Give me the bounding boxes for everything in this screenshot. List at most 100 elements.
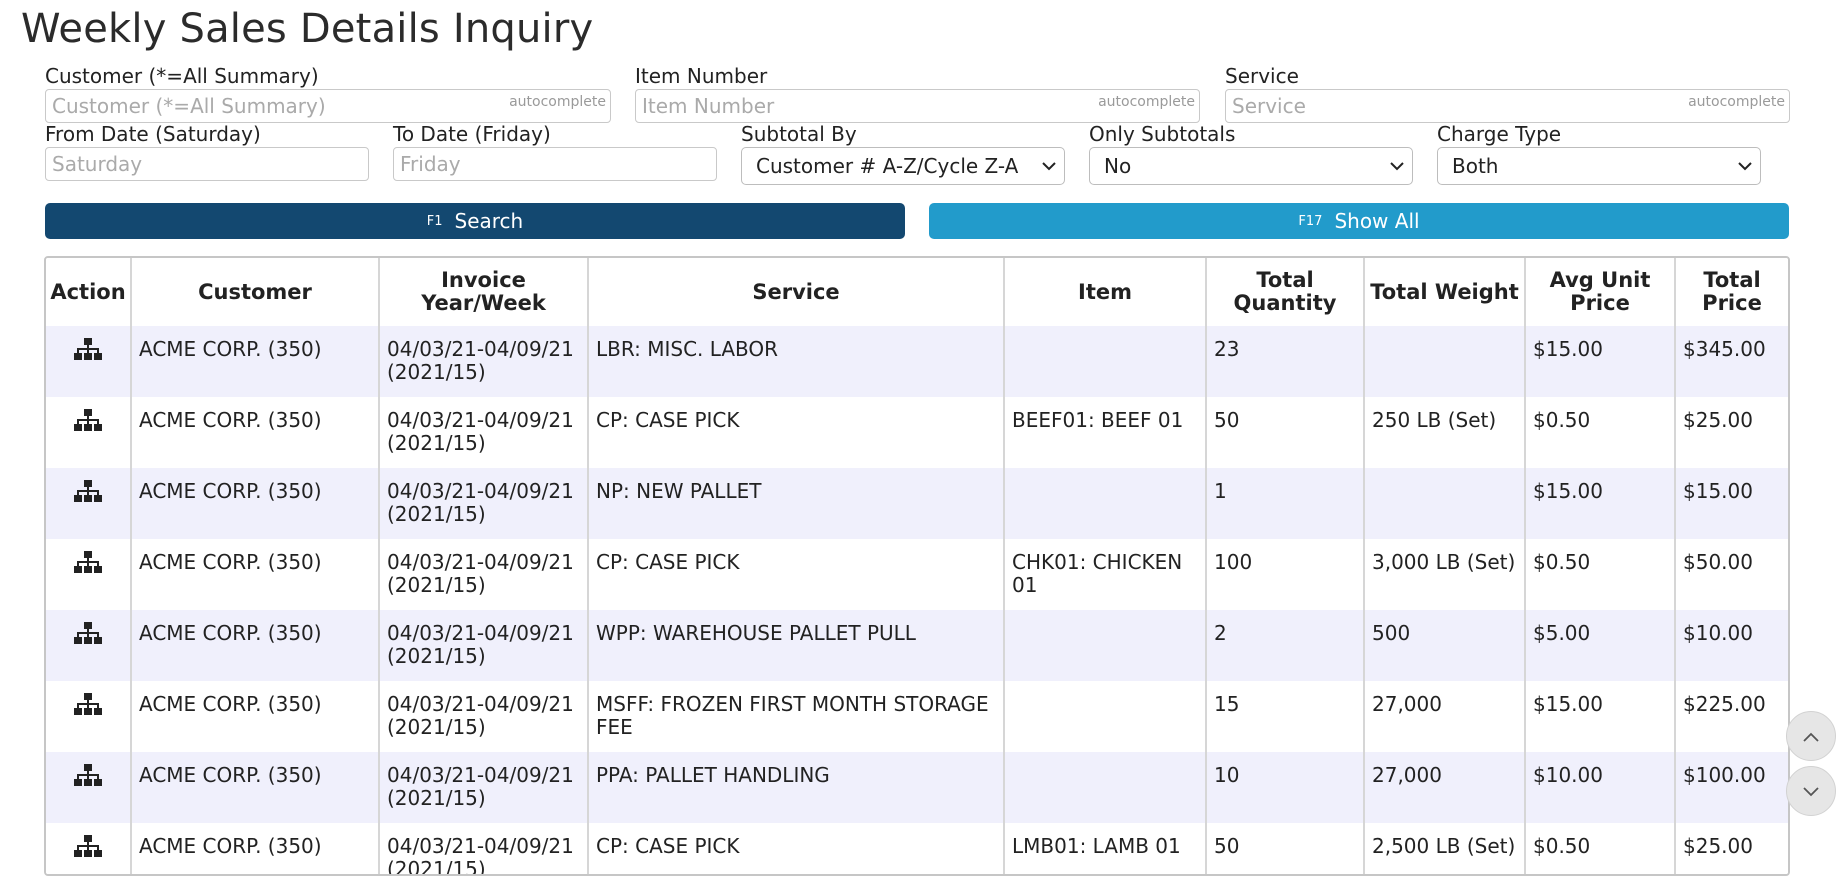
total-weight-cell: 3,000 LB (Set) (1364, 539, 1526, 610)
customer-input[interactable] (46, 90, 610, 122)
scroll-down-button[interactable] (1786, 766, 1836, 816)
show-all-button[interactable]: F17 Show All (929, 203, 1789, 239)
invoice-week-range: 04/03/21-04/09/21 (387, 692, 574, 716)
from-date-filter: From Date (Saturday) (45, 121, 369, 181)
sitemap-icon[interactable] (74, 693, 102, 722)
charge-type-select[interactable]: Both (1437, 147, 1761, 185)
sitemap-icon[interactable] (74, 764, 102, 793)
only-subtotals-select[interactable]: No (1089, 147, 1413, 185)
only-subtotals-filter: Only Subtotals No (1089, 121, 1413, 185)
total-quantity-cell: 10 (1206, 752, 1365, 823)
service-input-box: autocomplete (1225, 89, 1790, 123)
sitemap-icon[interactable] (74, 409, 102, 438)
subtotal-by-select[interactable]: Customer # A-Z/Cycle Z-A (741, 147, 1065, 185)
col-header-avg-unit-price[interactable]: Avg Unit Price (1525, 258, 1676, 326)
avg-unit-price-cell: $10.00 (1525, 752, 1676, 823)
invoice-week-cell: 04/03/21-04/09/21 (2021/15) (379, 397, 589, 468)
total-quantity-cell: 100 (1206, 539, 1365, 610)
item-input-box: autocomplete (635, 89, 1200, 123)
item-number-label: Item Number (635, 64, 768, 88)
avg-unit-price-cell: $0.50 (1525, 823, 1676, 874)
subtotal-by-filter: Subtotal By Customer # A-Z/Cycle Z-A (741, 121, 1065, 185)
sitemap-icon[interactable] (74, 551, 102, 580)
to-date-label: To Date (Friday) (393, 122, 551, 146)
subtotal-by-value: Customer # A-Z/Cycle Z-A (756, 154, 1019, 178)
chevron-down-icon (1738, 148, 1752, 184)
autocomplete-hint: autocomplete (1688, 94, 1785, 110)
autocomplete-hint: autocomplete (1098, 94, 1195, 110)
invoice-year-week: (2021/15) (387, 502, 486, 526)
charge-type-filter: Charge Type Both (1437, 121, 1761, 185)
col-header-action[interactable]: Action (46, 258, 132, 326)
service-input[interactable] (1226, 90, 1789, 122)
col-header-total-price[interactable]: Total Price (1675, 258, 1788, 326)
to-date-input[interactable] (394, 148, 716, 180)
sitemap-icon[interactable] (74, 480, 102, 509)
action-cell (46, 823, 132, 874)
table-row[interactable]: ACME CORP. (350) 04/03/21-04/09/21 (2021/1… (46, 539, 1788, 610)
avg-unit-price-cell: $15.00 (1525, 326, 1676, 397)
only-subtotals-label: Only Subtotals (1089, 122, 1236, 146)
invoice-year-week: (2021/15) (387, 431, 486, 455)
total-price-cell: $25.00 (1683, 408, 1753, 432)
total-quantity-cell: 1 (1206, 468, 1365, 539)
avg-unit-price-cell: $0.50 (1525, 397, 1676, 468)
avg-unit-price-cell: $15.00 (1525, 681, 1676, 752)
service-cell: CP: CASE PICK (588, 823, 1005, 874)
from-date-box (45, 147, 369, 181)
item-cell: BEEF01: BEEF 01 (1004, 397, 1207, 468)
only-subtotals-value: No (1104, 154, 1132, 178)
table-row[interactable]: ACME CORP. (350) 04/03/21-04/09/21 (2021/1… (46, 681, 1788, 752)
total-weight-cell: 27,000 (1364, 752, 1526, 823)
table-row[interactable]: ACME CORP. (350) 04/03/21-04/09/21 (2021/1… (46, 326, 1788, 397)
total-quantity-cell: 15 (1206, 681, 1365, 752)
service-cell: PPA: PALLET HANDLING (588, 752, 1005, 823)
to-date-box (393, 147, 717, 181)
table-row[interactable]: ACME CORP. (350) 04/03/21-04/09/21 (2021/1… (46, 468, 1788, 539)
invoice-week-cell: 04/03/21-04/09/21 (2021/15) (379, 681, 589, 752)
total-quantity-cell: 23 (1206, 326, 1365, 397)
invoice-week-range: 04/03/21-04/09/21 (387, 408, 574, 432)
col-header-total-weight[interactable]: Total Weight (1364, 258, 1526, 326)
results-table: Action Customer Invoice Year/Week Servic… (46, 258, 1788, 876)
avg-unit-price-cell: $0.50 (1525, 539, 1676, 610)
sitemap-icon[interactable] (74, 338, 102, 367)
total-price-cell: $225.00 (1683, 692, 1766, 716)
col-header-total-quantity[interactable]: Total Quantity (1206, 258, 1365, 326)
item-cell (1004, 752, 1207, 823)
total-weight-cell: 500 (1364, 610, 1526, 681)
invoice-week-cell: 04/03/21-04/09/21 (2021/15) (379, 539, 589, 610)
item-cell: LMB01: LAMB 01 (1004, 823, 1207, 874)
search-button[interactable]: F1 Search (45, 203, 905, 239)
chevron-up-icon (1803, 727, 1819, 746)
scroll-up-button[interactable] (1786, 711, 1836, 761)
sitemap-icon[interactable] (74, 835, 102, 864)
item-number-input[interactable] (636, 90, 1199, 122)
results-grid: Action Customer Invoice Year/Week Servic… (44, 256, 1790, 876)
col-header-invoice-week[interactable]: Invoice Year/Week (379, 258, 589, 326)
col-header-service[interactable]: Service (588, 258, 1005, 326)
sitemap-icon[interactable] (74, 622, 102, 651)
customer-cell: ACME CORP. (350) (131, 397, 380, 468)
charge-type-label: Charge Type (1437, 122, 1562, 146)
col-header-customer[interactable]: Customer (131, 258, 380, 326)
invoice-year-week: (2021/15) (387, 360, 486, 384)
service-label: Service (1225, 64, 1299, 88)
table-row[interactable]: ACME CORP. (350) 04/03/21-04/09/21 (2021/1… (46, 610, 1788, 681)
table-row[interactable]: ACME CORP. (350) 04/03/21-04/09/21 (2021/1… (46, 752, 1788, 823)
invoice-week-cell: 04/03/21-04/09/21 (2021/15) (379, 752, 589, 823)
table-row[interactable]: ACME CORP. (350) 04/03/21-04/09/21 (2021/1… (46, 823, 1788, 876)
invoice-week-range: 04/03/21-04/09/21 (387, 763, 574, 787)
invoice-week-range: 04/03/21-04/09/21 (387, 479, 574, 503)
service-cell: MSFF: FROZEN FIRST MONTH STORAGE FEE (588, 681, 1005, 752)
total-price-cell: $100.00 (1683, 763, 1766, 787)
customer-cell: ACME CORP. (350) (131, 681, 380, 752)
from-date-input[interactable] (46, 148, 368, 180)
col-header-item[interactable]: Item (1004, 258, 1207, 326)
service-filter: Service autocomplete (1225, 63, 1790, 123)
invoice-year-week: (2021/15) (387, 857, 486, 876)
to-date-filter: To Date (Friday) (393, 121, 717, 181)
invoice-year-week: (2021/15) (387, 573, 486, 597)
table-row[interactable]: ACME CORP. (350) 04/03/21-04/09/21 (2021/1… (46, 397, 1788, 468)
total-price-cell: $10.00 (1683, 621, 1753, 645)
